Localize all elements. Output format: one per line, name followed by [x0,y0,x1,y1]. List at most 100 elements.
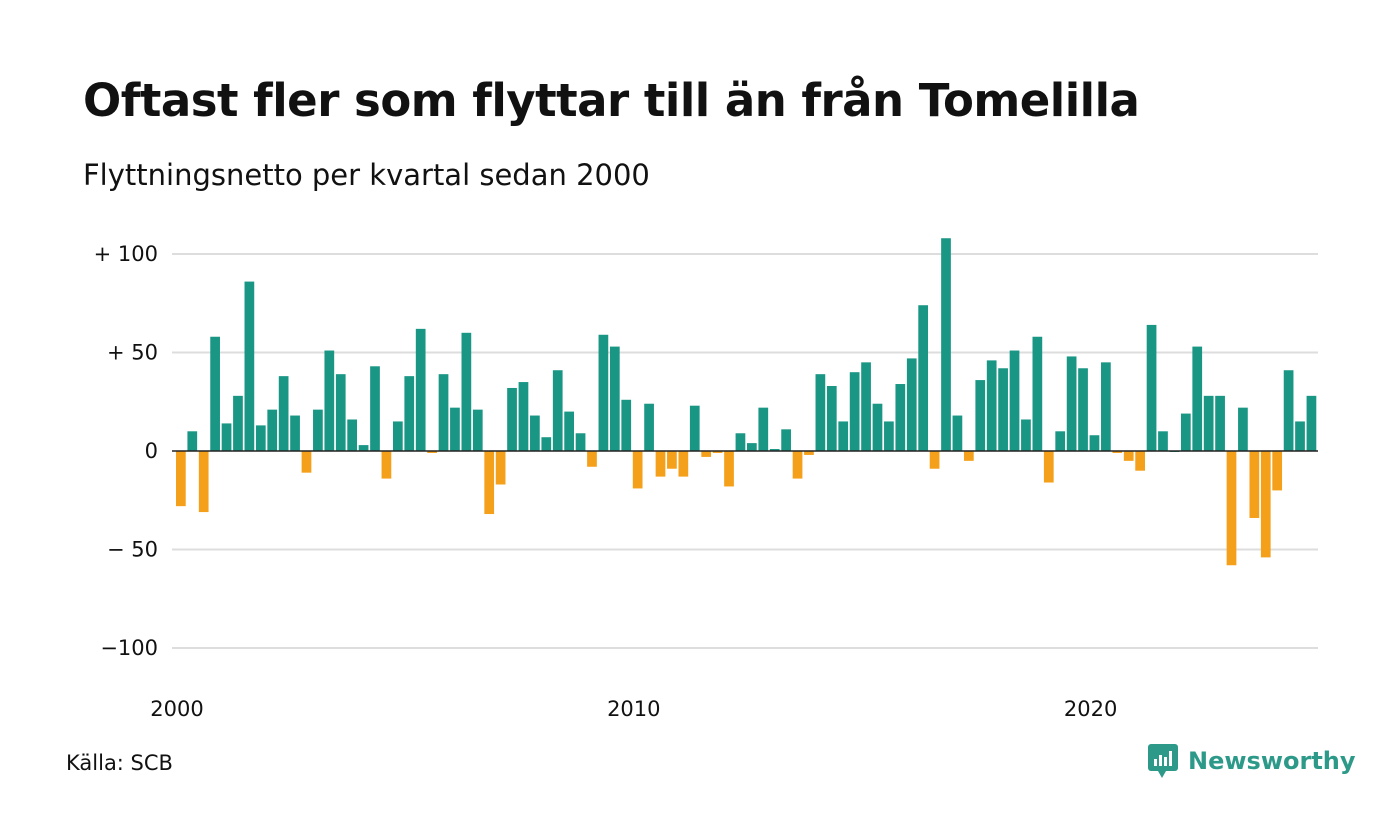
bar [392,421,403,451]
bar [678,451,689,477]
x-tick-label: 2020 [1064,697,1117,721]
bar [244,281,255,451]
bar [1158,431,1168,451]
bar [1032,336,1043,451]
newsworthy-logo-icon [1148,744,1178,778]
bar [495,451,506,485]
bar [747,443,757,451]
bar [781,429,791,451]
bar [1123,451,1134,461]
bar [313,409,323,451]
bar [518,382,529,451]
bar [724,451,734,487]
bars [176,238,1317,566]
bar [1021,419,1031,451]
bar [598,334,609,451]
y-tick-label: + 100 [94,242,158,266]
brand-logo[interactable]: Newsworthy [1148,744,1356,778]
bar [1043,451,1054,483]
bar [609,346,620,451]
bar [370,366,380,451]
bar [233,395,243,451]
bar [644,403,654,451]
bar [655,451,666,477]
bar [358,445,369,451]
bar [621,399,632,451]
bar [1089,435,1100,451]
bar [1283,370,1294,451]
bar [1215,395,1225,451]
bar [450,407,460,451]
bar [427,451,437,453]
bar [735,433,746,451]
bar [461,332,472,451]
bar [986,360,997,451]
bar [712,451,723,453]
brand-name: Newsworthy [1188,747,1356,775]
bar [1272,451,1283,491]
bar [564,411,574,451]
bar-chart: + 100 + 50 0 − 50 −100 2000 2010 2020 [94,238,1318,721]
bar [929,451,940,469]
gridlines [172,253,1318,649]
bar [758,407,769,451]
bar [587,451,597,467]
bar [701,451,712,457]
bar [541,437,552,451]
bar [872,403,883,451]
bar [826,385,837,451]
bar [792,451,803,479]
bar [1238,407,1248,451]
y-tick-label: + 50 [107,341,158,365]
bar [324,350,335,451]
bar [1078,368,1088,451]
bar [404,376,415,451]
bar [815,374,826,451]
bar [804,451,814,455]
x-tick-label: 2000 [150,697,203,721]
bar [667,451,677,469]
bar [632,451,643,489]
bar [689,405,700,451]
bar [838,421,849,451]
bar [1146,324,1157,451]
axes: + 100 + 50 0 − 50 −100 2000 2010 2020 [94,242,1318,721]
bar [884,421,894,451]
y-tick-label: 0 [145,439,158,463]
bar [210,336,220,451]
chart-title: Oftast fler som flyttar till än från Tom… [83,74,1140,127]
bar [769,449,780,451]
bar [347,419,358,451]
bar [381,451,392,479]
bar [552,370,563,451]
bar [1249,451,1260,518]
bar [941,238,951,451]
bar [484,451,495,515]
bar [255,425,266,451]
bar [1112,451,1123,453]
bar [975,380,986,451]
bar [335,374,346,451]
bar [1295,421,1305,451]
bar [438,374,449,451]
bar [1135,451,1145,471]
bar [861,362,871,451]
bar [963,451,974,461]
bar [575,433,586,451]
y-tick-label: −100 [100,636,158,660]
bar [918,305,929,451]
bar [530,415,540,451]
bar [1066,356,1077,451]
bar [895,384,906,451]
bar [1192,346,1203,451]
bar [187,431,198,451]
bar [176,451,186,507]
bar [1180,413,1191,451]
bar [221,423,232,451]
bar [267,409,278,451]
chart-subtitle: Flyttningsnetto per kvartal sedan 2000 [83,158,650,192]
bar [849,372,860,451]
bar [952,415,963,451]
bar [472,409,483,451]
bar [415,328,426,451]
